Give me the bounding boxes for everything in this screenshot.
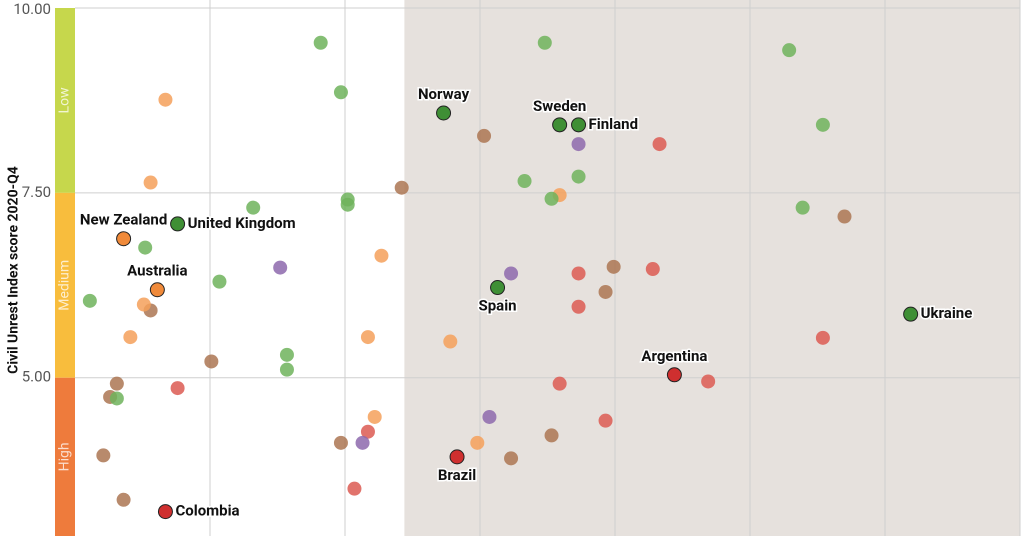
point bbox=[666, 367, 682, 383]
point bbox=[504, 266, 519, 281]
point bbox=[544, 191, 559, 206]
point bbox=[815, 117, 830, 132]
point bbox=[136, 297, 151, 312]
point bbox=[82, 293, 97, 308]
point bbox=[504, 451, 519, 466]
point bbox=[394, 180, 409, 195]
point bbox=[443, 334, 458, 349]
point bbox=[116, 231, 132, 247]
point bbox=[470, 435, 485, 450]
point bbox=[212, 274, 227, 289]
point bbox=[279, 362, 294, 377]
point bbox=[552, 117, 568, 133]
risk-band bbox=[55, 8, 75, 193]
band-label: Medium bbox=[57, 260, 73, 311]
point bbox=[333, 435, 348, 450]
y-axis-label: Civil Unrest Index score 2020-Q4 bbox=[6, 166, 22, 374]
point bbox=[436, 105, 452, 121]
point bbox=[170, 381, 185, 396]
point-label: Ukraine bbox=[921, 304, 973, 322]
band-label: High bbox=[57, 442, 73, 471]
point-label: Spain bbox=[479, 296, 517, 314]
point bbox=[782, 43, 797, 58]
point-label: Colombia bbox=[175, 502, 239, 520]
point-label: New Zealand bbox=[80, 211, 167, 229]
point bbox=[333, 85, 348, 100]
point bbox=[143, 175, 158, 190]
point bbox=[149, 282, 165, 298]
point bbox=[537, 35, 552, 50]
point bbox=[123, 330, 138, 345]
point bbox=[374, 248, 389, 263]
point-label: Norway bbox=[418, 85, 470, 103]
risk-band bbox=[55, 192, 75, 378]
point bbox=[347, 481, 362, 496]
point bbox=[517, 174, 532, 189]
point bbox=[815, 330, 830, 345]
y-tick-label: 5.00 bbox=[22, 368, 51, 386]
point bbox=[477, 128, 492, 143]
point bbox=[109, 376, 124, 391]
point bbox=[96, 448, 111, 463]
point bbox=[116, 492, 131, 507]
point bbox=[355, 435, 370, 450]
point bbox=[598, 413, 613, 428]
point bbox=[157, 504, 173, 520]
point bbox=[279, 347, 294, 362]
point bbox=[340, 192, 355, 207]
point-label: Sweden bbox=[533, 97, 586, 115]
point bbox=[490, 280, 506, 296]
point bbox=[482, 409, 497, 424]
point bbox=[645, 262, 660, 277]
point bbox=[571, 169, 586, 184]
point bbox=[138, 240, 153, 255]
point-label: Australia bbox=[127, 262, 187, 280]
point bbox=[571, 299, 586, 314]
point bbox=[313, 35, 328, 50]
point bbox=[170, 216, 186, 232]
point bbox=[652, 137, 667, 152]
point-label: Brazil bbox=[438, 466, 476, 484]
point bbox=[701, 374, 716, 389]
point bbox=[903, 306, 919, 322]
risk-band bbox=[55, 377, 75, 536]
band-label: Low bbox=[57, 87, 73, 114]
point bbox=[449, 449, 465, 465]
y-tick-label: 10.00 bbox=[13, 0, 51, 18]
point bbox=[552, 376, 567, 391]
point bbox=[571, 266, 586, 281]
point-label: Argentina bbox=[641, 347, 707, 365]
point bbox=[367, 409, 382, 424]
point bbox=[544, 428, 559, 443]
point bbox=[158, 92, 173, 107]
point-label: United Kingdom bbox=[188, 214, 296, 232]
plot-shade bbox=[404, 0, 1020, 536]
point bbox=[837, 209, 852, 224]
point bbox=[606, 259, 621, 274]
point bbox=[571, 137, 586, 152]
point bbox=[246, 200, 261, 215]
point bbox=[360, 330, 375, 345]
point-label: Finland bbox=[589, 115, 638, 133]
point bbox=[571, 117, 587, 133]
point bbox=[598, 284, 613, 299]
point bbox=[204, 354, 219, 369]
point bbox=[360, 424, 375, 439]
point bbox=[109, 391, 124, 406]
point bbox=[795, 200, 810, 215]
point bbox=[273, 260, 288, 275]
y-tick-label: 7.50 bbox=[22, 183, 51, 201]
